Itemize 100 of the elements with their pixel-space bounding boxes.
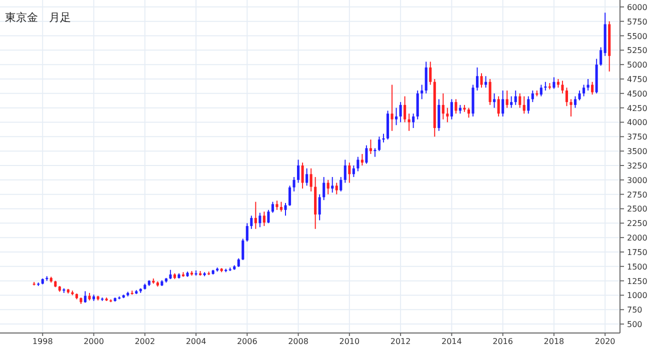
candlestick (404, 96, 406, 123)
candlestick (531, 90, 534, 103)
x-tick-label: 2004 (186, 337, 206, 346)
candlestick (292, 176, 296, 192)
y-tick-label: 6000 (627, 2, 648, 12)
candlestick (322, 176, 326, 201)
y-tick-label: 5250 (627, 46, 648, 56)
y-tick-label: 4750 (627, 74, 648, 84)
candlestick (378, 136, 381, 152)
candlestick (288, 185, 292, 206)
y-tick-label: 1000 (627, 291, 648, 300)
y-tick-label: 2500 (627, 204, 648, 214)
candlestick (502, 90, 504, 117)
candlestick (318, 194, 321, 221)
candlestick (395, 107, 398, 126)
text: 東京金 月足 (5, 11, 71, 24)
candlestick (570, 98, 572, 117)
candlestick (301, 162, 304, 190)
y-tick-label: 4500 (627, 89, 648, 98)
candlestick (476, 66, 479, 92)
candlestick (518, 92, 522, 108)
candlestick (390, 84, 394, 132)
candlestick (326, 179, 330, 195)
x-tick-label: 2000 (84, 337, 104, 346)
candlestick (442, 92, 444, 120)
candlestick (271, 201, 274, 214)
candlestick (561, 80, 564, 94)
candlestick (267, 209, 270, 224)
y-tick-label: 2250 (627, 219, 648, 228)
candlestick (412, 113, 415, 129)
candlestick (84, 290, 86, 304)
candlestick (331, 176, 334, 194)
candlestick (250, 215, 253, 230)
candlestick (356, 156, 360, 172)
x-tick-label: 2002 (134, 337, 156, 346)
y-tick-label: 1500 (627, 262, 648, 272)
candlestick (306, 168, 308, 186)
candlestick (352, 164, 355, 178)
candlestick (360, 153, 364, 166)
x-tick-label: 2010 (339, 337, 360, 346)
candlestick (488, 78, 492, 106)
candlestick (369, 139, 372, 154)
candlestick (552, 76, 556, 90)
candlestick (242, 238, 244, 261)
x-tick-label: 2020 (594, 337, 616, 346)
candlestick (582, 84, 586, 97)
y-tick-label: 1750 (627, 248, 648, 257)
x-tick-label: 1998 (32, 337, 53, 346)
x-tick-label: 2008 (288, 337, 308, 346)
candlestick (420, 84, 424, 100)
candlestick (399, 102, 402, 123)
candlestick (493, 92, 496, 108)
y-tick-label: 5500 (627, 32, 648, 41)
candlestick (506, 90, 508, 108)
candlestick (540, 84, 542, 97)
candlestick (424, 61, 428, 94)
candlestick (365, 144, 368, 164)
candlestick (254, 201, 257, 230)
candlestick (574, 96, 577, 108)
candlestick (276, 200, 278, 210)
candlestick (169, 269, 172, 280)
candlestick (340, 176, 342, 192)
candlestick (522, 96, 526, 114)
candlestick (246, 222, 248, 242)
y-tick-label: 3500 (627, 147, 648, 156)
candlestick (565, 87, 568, 107)
x-tick-label: 2014 (442, 337, 462, 346)
candlestick (310, 168, 312, 192)
candlestick (258, 212, 262, 228)
y-tick-label: 3000 (627, 176, 648, 185)
candlestick (344, 159, 346, 184)
candlestick (591, 81, 594, 96)
candlestick (578, 90, 581, 101)
candlestick (527, 96, 530, 114)
candlestick (600, 46, 602, 66)
y-tick-label: 2000 (627, 234, 648, 243)
x-tick-label: 2006 (236, 337, 258, 346)
candlestick (284, 202, 287, 216)
y-tick-label: 3750 (627, 132, 648, 142)
candlestick (374, 148, 376, 158)
y-tick-label: 5000 (627, 60, 648, 70)
y-tick-label: 1250 (627, 276, 648, 286)
candlestick (438, 98, 440, 132)
candlestick (450, 98, 453, 120)
y-tick-label: 4250 (627, 104, 648, 113)
y-tick-label: 750 (627, 306, 642, 315)
candlestick (416, 90, 419, 120)
candlestick (280, 201, 283, 212)
candlestick (484, 76, 488, 88)
x-tick-label: 2018 (544, 337, 564, 346)
candlestick (514, 90, 517, 106)
y-tick-label: 2750 (627, 190, 648, 200)
candlestick (480, 72, 483, 88)
candlestick (348, 162, 351, 184)
y-tick-label: 500 (627, 320, 642, 330)
candlestick (335, 182, 338, 195)
candlestick (429, 61, 432, 86)
candlestick (467, 107, 470, 118)
candlestick (297, 159, 300, 184)
candlestick (454, 98, 458, 114)
